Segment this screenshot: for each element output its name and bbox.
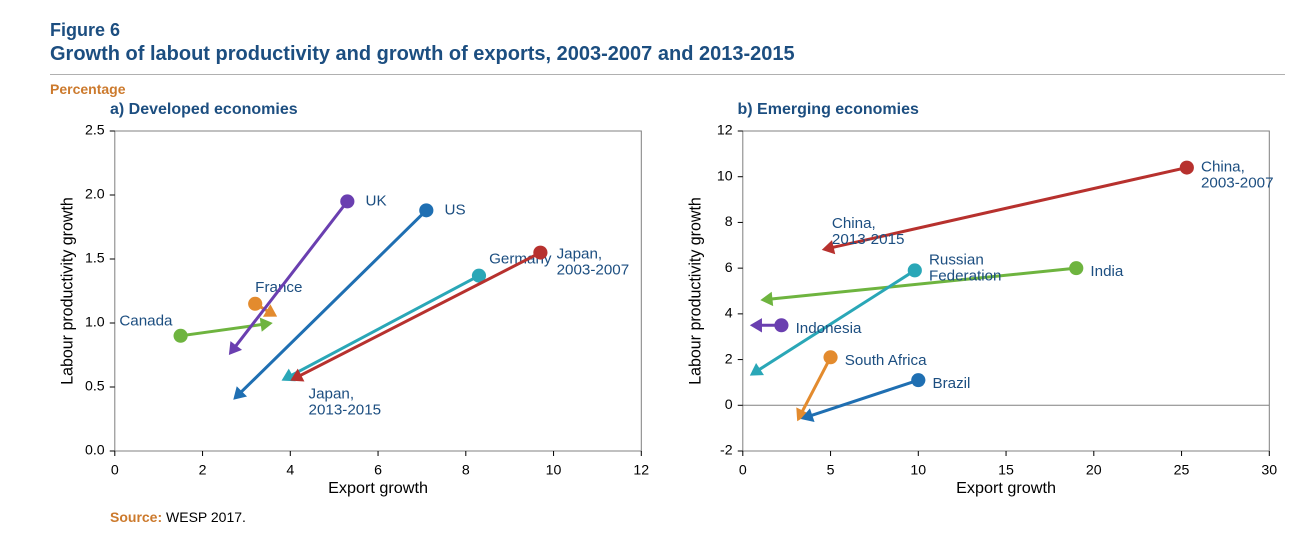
svg-text:20: 20: [1085, 462, 1101, 478]
svg-text:30: 30: [1261, 462, 1277, 478]
svg-text:1.0: 1.0: [85, 314, 105, 330]
plot-developed: 0 2 4 6 8 10 12 0.0 0.5 1.0 1.5 2.0 2.5 Export growth…: [50, 123, 658, 503]
unit-label: Percentage: [50, 74, 1285, 97]
panel-developed: a) Developed economies 0 2 4 6 8 10 12 0.0 0.5 1.…: [50, 101, 658, 503]
svg-text:6: 6: [374, 462, 382, 478]
source-line: Source: WESP 2017.: [110, 509, 1285, 525]
panel-title-emerging: b) Emerging economies: [738, 101, 1286, 119]
svg-text:Japan,2003-2007: Japan,2003-2007: [557, 246, 630, 279]
svg-text:Canada: Canada: [119, 313, 173, 330]
svg-text:0.5: 0.5: [85, 378, 105, 394]
svg-text:8: 8: [724, 213, 732, 229]
svg-text:0: 0: [724, 396, 732, 412]
svg-text:0.0: 0.0: [85, 442, 105, 458]
svg-text:5: 5: [826, 462, 834, 478]
svg-text:4: 4: [724, 305, 732, 321]
svg-text:10: 10: [546, 462, 562, 478]
svg-text:15: 15: [998, 462, 1014, 478]
svg-text:2.5: 2.5: [85, 123, 105, 138]
svg-text:2: 2: [199, 462, 207, 478]
figure-container: Figure 6 Growth of labout productivity a…: [0, 0, 1315, 554]
svg-text:8: 8: [462, 462, 470, 478]
panel-title-developed: a) Developed economies: [110, 101, 658, 119]
svg-text:Indonesia: Indonesia: [795, 320, 861, 337]
svg-text:0: 0: [111, 462, 119, 478]
svg-text:UK: UK: [366, 192, 387, 209]
panels-row: a) Developed economies 0 2 4 6 8 10 12 0.0 0.5 1.…: [50, 101, 1285, 503]
svg-text:10: 10: [716, 167, 732, 183]
svg-text:Japan,2013-2015: Japan,2013-2015: [309, 386, 382, 419]
svg-text:China,2003-2007: China,2003-2007: [1200, 159, 1273, 192]
svg-text:South Africa: South Africa: [844, 352, 926, 369]
svg-text:Labour productivity growth: Labour productivity growth: [686, 197, 704, 385]
svg-text:12: 12: [633, 462, 649, 478]
svg-text:2.0: 2.0: [85, 186, 105, 202]
svg-text:France: France: [255, 279, 302, 296]
plot-emerging: 0 5 10 15 20 25 30 -2 0 2 4 6 8 10 12 Export growth Labo…: [678, 123, 1286, 503]
svg-text:10: 10: [910, 462, 926, 478]
svg-text:12: 12: [716, 123, 732, 138]
svg-text:Export growth: Export growth: [956, 479, 1056, 497]
chart-emerging: 0 5 10 15 20 25 30 -2 0 2 4 6 8 10 12 Export growth Labo…: [678, 123, 1286, 503]
svg-text:Labour productivity growth: Labour productivity growth: [58, 197, 76, 385]
source-text: WESP 2017.: [166, 509, 246, 525]
svg-text:US: US: [445, 201, 466, 218]
svg-text:1.5: 1.5: [85, 250, 105, 266]
svg-text:6: 6: [724, 259, 732, 275]
svg-text:-2: -2: [720, 442, 733, 458]
svg-text:China,2013-2015: China,2013-2015: [831, 215, 904, 248]
svg-text:2: 2: [724, 350, 732, 366]
figure-number: Figure 6: [50, 20, 1285, 41]
svg-text:Brazil: Brazil: [932, 375, 970, 392]
svg-text:0: 0: [738, 462, 746, 478]
svg-text:India: India: [1090, 263, 1124, 280]
figure-title: Growth of labout productivity and growth…: [50, 43, 1285, 66]
svg-text:Export growth: Export growth: [328, 479, 428, 497]
chart-developed: 0 2 4 6 8 10 12 0.0 0.5 1.0 1.5 2.0 2.5 Export growth…: [50, 123, 658, 503]
svg-text:RussianFederation: RussianFederation: [928, 251, 1001, 284]
svg-text:4: 4: [286, 462, 294, 478]
svg-text:25: 25: [1173, 462, 1189, 478]
source-label: Source:: [110, 509, 162, 525]
panel-emerging: b) Emerging economies 0 5 10 15 20 25 30 -2 0 2 4 6…: [678, 101, 1286, 503]
